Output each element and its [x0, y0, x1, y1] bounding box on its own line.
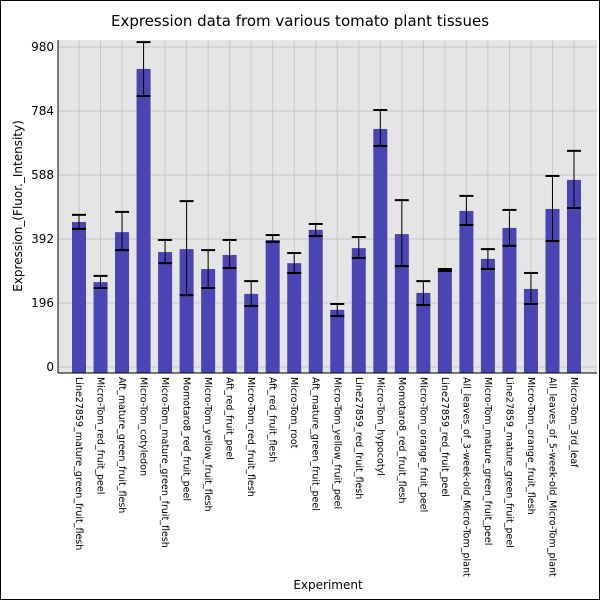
y-tick-label: 588 — [31, 168, 54, 182]
bar — [416, 292, 431, 373]
y-tick-label: 980 — [31, 40, 54, 54]
bar — [115, 232, 130, 373]
x-tick-label: Micro-Tom_hypocotyl — [374, 377, 385, 476]
bar — [567, 179, 581, 373]
x-tick-label: Micro-Tom_red_fruit_flesh — [245, 377, 256, 497]
bar — [330, 309, 345, 373]
bar — [201, 269, 216, 373]
bar — [351, 248, 366, 373]
bar — [72, 222, 86, 373]
x-tick-label: Momotaro8_red_fruit_flesh — [396, 377, 407, 503]
bar — [308, 229, 323, 373]
chart-title: Expression data from various tomato plan… — [111, 12, 489, 30]
y-tick-label: 392 — [31, 232, 54, 246]
bar — [222, 255, 237, 373]
bar — [459, 210, 474, 373]
bar — [179, 249, 194, 373]
bar — [523, 288, 538, 373]
x-tick-label: Line27859_red_fruit_peel — [439, 377, 450, 497]
x-tick-label: All_leaves_of_3-week-old_Micro-Tom_plant — [460, 377, 471, 577]
bar — [93, 282, 108, 373]
x-tick-label: Aft_red_fruit_peel — [224, 377, 235, 460]
y-tick-label: 784 — [31, 104, 54, 118]
x-tick-label: Line27859_red_fruit_flesh — [353, 377, 364, 499]
x-tick-label: Micro-Tom_yellow_fruit_flesh — [202, 377, 213, 512]
bar — [265, 239, 280, 373]
bar — [480, 258, 495, 373]
x-tick-label: Micro-Tom_mature_green_fruit_flesh — [159, 377, 170, 548]
x-tick-label: Micro-Tom_3rd_leaf — [568, 377, 579, 468]
x-tick-label: Aft_mature_green_fruit_flesh — [116, 377, 127, 513]
x-tick-label: Line27859_mature_green_fruit_peel — [503, 377, 514, 548]
x-tick-label: Aft_red_fruit_flesh — [267, 377, 278, 462]
bar — [244, 293, 259, 373]
x-tick-label: Line27859_mature_green_fruit_flesh — [73, 377, 84, 550]
x-tick-label: Momotaro8_red_fruit_peel — [181, 377, 192, 501]
bar — [373, 128, 388, 373]
x-tick-label: Aft_mature_green_fruit_peel — [310, 377, 321, 511]
bar — [437, 270, 452, 373]
x-tick-label: Micro-Tom_yellow_fruit_peel — [331, 377, 342, 509]
x-tick-label: Micro-Tom_root — [288, 377, 299, 449]
bar — [136, 68, 151, 373]
x-tick-label: Micro-Tom_red_fruit_peel — [95, 377, 106, 494]
x-tick-label: All_leaves_of_5-week-old_Micro-Tom_plant — [546, 377, 557, 577]
y-tick-label: 196 — [31, 296, 54, 310]
x-tick-label: Micro-Tom_orange_fruit_flesh — [525, 377, 536, 515]
bar — [287, 263, 302, 373]
bar — [158, 252, 173, 373]
x-tick-label: Micro-Tom_mature_green_fruit_peel — [482, 377, 493, 545]
bar — [545, 208, 560, 373]
x-axis-label: Experiment — [293, 578, 363, 592]
x-tick-label: Micro-Tom_cotyledon — [138, 377, 149, 476]
bar — [394, 234, 409, 373]
y-tick-label: 0 — [46, 360, 54, 374]
y-axis-label: Expression_(Fluor._Intensity) — [11, 120, 25, 292]
bar — [502, 227, 517, 373]
x-tick-label: Micro-Tom_orange_fruit_peel — [417, 377, 428, 512]
